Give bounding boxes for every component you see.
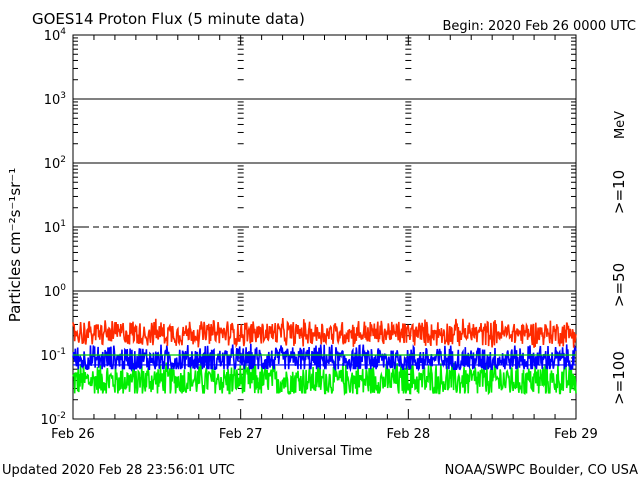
chart-title: GOES14 Proton Flux (5 minute data) [32,10,305,28]
legend-entry: >=50 [610,263,628,307]
threshold-lines [73,98,576,292]
y-tick-label: 10-2 [40,411,66,428]
legend-entry: >=10 [610,170,628,214]
plot-area [72,34,577,420]
x-tick-label: Feb 26 [51,427,95,442]
y-tick-label: 100 [44,283,67,300]
x-tick-label: Feb 27 [219,427,263,442]
begin-label: Begin: 2020 Feb 26 0000 UTC [442,19,636,34]
x-tick-label: Feb 29 [554,427,598,442]
footer-updated: Updated 2020 Feb 28 23:56:01 UTC [2,463,235,478]
legend: MeV >=10 >=50 >=100 [610,111,628,405]
x-tick-labels: Feb 26 Feb 27 Feb 28 Feb 29 [51,427,598,442]
y-tick-label: 101 [44,219,66,236]
legend-entry: >=100 [610,351,628,405]
x-axis-label: Universal Time [276,444,373,459]
y-tick-label: 10-1 [40,347,66,364]
y-tick-labels: 10-2 10-1 100 101 102 103 104 [40,27,66,428]
y-tick-label: 104 [44,27,67,44]
reference-lines [73,354,576,366]
y-axis-label: Particles cm⁻²s⁻¹sr⁻¹ [6,168,24,322]
y-tick-label: 102 [44,155,66,172]
x-tick-label: Feb 28 [386,427,430,442]
footer-credit: NOAA/SWPC Boulder, CO USA [445,463,638,478]
series-line [72,318,577,349]
y-tick-label: 103 [44,91,66,108]
legend-unit: MeV [613,111,628,139]
